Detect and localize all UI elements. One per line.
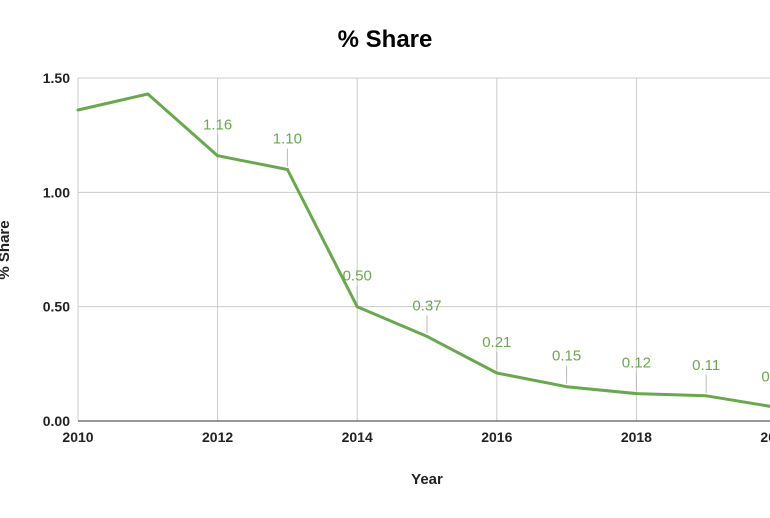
data-point	[565, 385, 568, 388]
data-labels: 1.16 1.10 0.50 0.37 0.21 0.15 0.12 0.11 0.06	[203, 117, 770, 405]
data-point	[216, 154, 219, 157]
data-label: 0.06	[761, 368, 770, 385]
data-label: 0.21	[482, 334, 511, 351]
y-tick-label: 1.00	[43, 184, 70, 200]
data-point	[635, 392, 638, 395]
data-label: 0.11	[692, 357, 720, 374]
grid	[78, 78, 770, 421]
x-tick-label: 2016	[481, 429, 512, 445]
data-point	[77, 109, 80, 112]
data-label: 1.10	[273, 130, 302, 147]
x-tick-label: 2018	[621, 429, 652, 445]
data-point	[495, 371, 498, 374]
y-tick-label: 1.50	[43, 70, 70, 86]
data-point	[356, 305, 359, 308]
series-line	[78, 94, 770, 407]
data-label: 0.15	[552, 348, 581, 365]
x-tick-label: 2020	[760, 429, 770, 445]
chart-title: % Share	[338, 26, 433, 53]
x-tick-label: 2014	[342, 429, 373, 445]
data-label: 0.50	[343, 268, 372, 285]
data-label: 0.37	[412, 297, 441, 314]
data-point	[146, 93, 149, 96]
y-tick-label: 0.00	[43, 413, 70, 429]
x-tick-label: 2010	[62, 429, 93, 445]
y-axis-label: % Share	[0, 220, 13, 279]
data-point	[426, 335, 429, 338]
data-label: 0.12	[622, 355, 651, 372]
series-layer	[77, 93, 770, 409]
x-axis-label: Year	[411, 471, 443, 488]
data-point	[286, 168, 289, 171]
axes: 0.00 0.50 1.00 1.50 2010 2012 2014 2016 2018 2020	[43, 70, 770, 445]
x-tick-label: 2012	[202, 429, 233, 445]
y-tick-label: 0.50	[43, 299, 70, 315]
data-point	[705, 394, 708, 397]
data-label: 1.16	[203, 117, 232, 134]
